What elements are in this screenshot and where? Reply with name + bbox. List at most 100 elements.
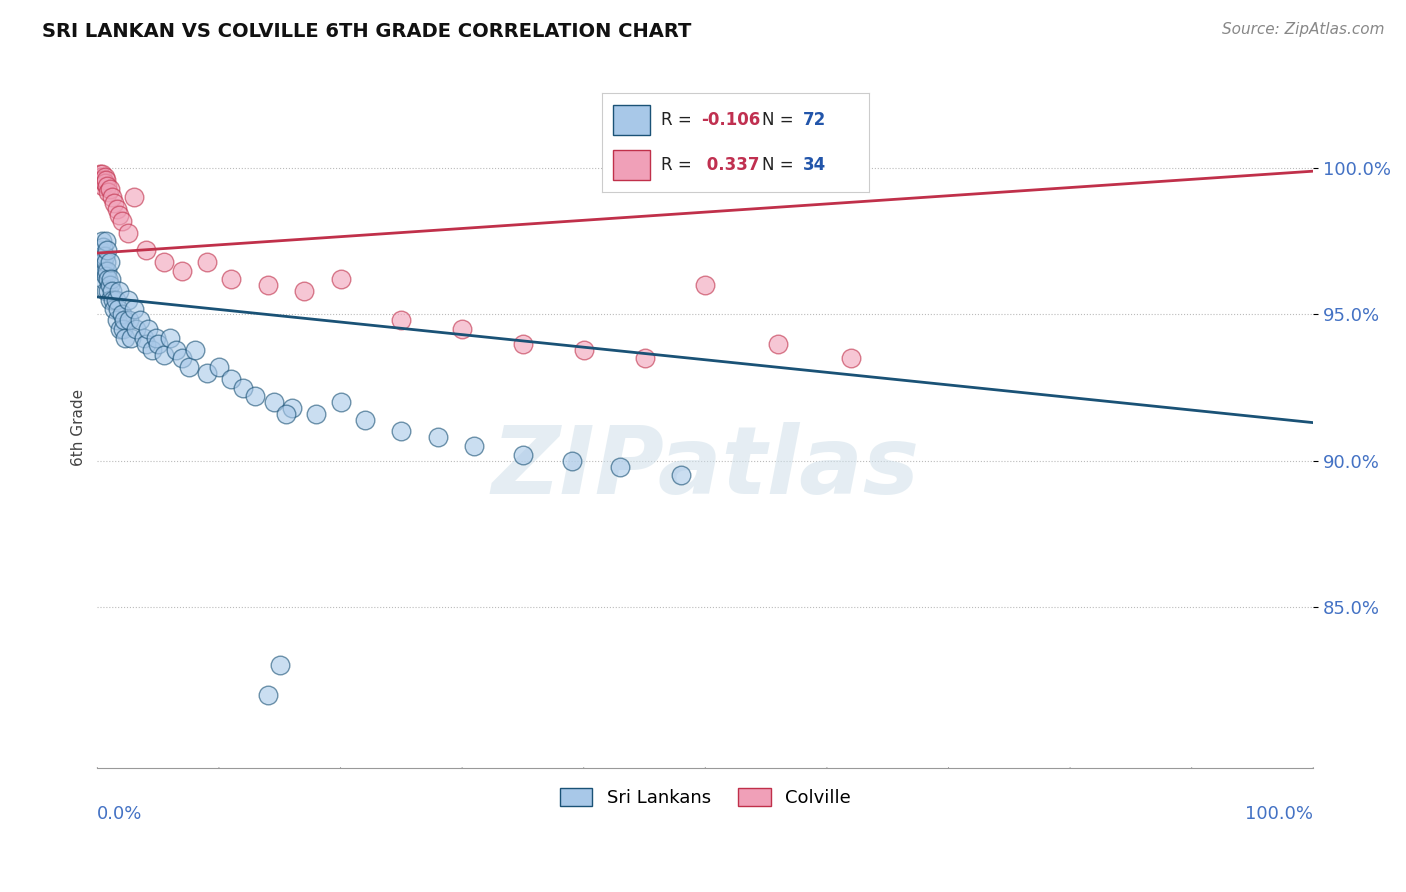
Point <box>135 336 157 351</box>
Point <box>111 322 134 336</box>
Point <box>172 351 194 366</box>
Legend: Sri Lankans, Colville: Sri Lankans, Colville <box>553 780 858 814</box>
Point <box>93 173 115 187</box>
Point <box>105 202 128 217</box>
Point <box>93 240 115 254</box>
Point <box>108 208 131 222</box>
Point <box>256 278 278 293</box>
Text: Source: ZipAtlas.com: Source: ZipAtlas.com <box>1222 22 1385 37</box>
Text: ZIPatlas: ZIPatlas <box>491 422 920 514</box>
Point <box>90 255 112 269</box>
Text: 100.0%: 100.0% <box>1246 805 1313 823</box>
Point <box>135 243 157 257</box>
Point <box>120 331 142 345</box>
Point <box>165 343 187 357</box>
Point <box>609 459 631 474</box>
Point <box>97 185 120 199</box>
Point <box>292 284 315 298</box>
Point <box>768 336 790 351</box>
Y-axis label: 6th Grade: 6th Grade <box>72 389 86 466</box>
Point <box>274 407 297 421</box>
Point <box>145 331 167 345</box>
Point <box>695 278 717 293</box>
Point <box>96 178 118 193</box>
Point <box>101 190 124 204</box>
Point <box>353 413 375 427</box>
Point <box>463 439 485 453</box>
Point <box>110 322 132 336</box>
Point <box>146 336 169 351</box>
Point <box>96 263 118 277</box>
Point <box>305 407 328 421</box>
Point <box>451 322 474 336</box>
Point <box>117 226 139 240</box>
Point <box>389 425 412 439</box>
Point <box>93 263 115 277</box>
Point <box>512 336 534 351</box>
Point <box>132 331 155 345</box>
Point <box>91 249 114 263</box>
Point <box>97 284 120 298</box>
Point <box>90 263 112 277</box>
Point <box>91 235 114 249</box>
Point <box>138 322 160 336</box>
Point <box>108 284 131 298</box>
Point <box>93 176 115 190</box>
Point <box>98 278 121 293</box>
Point <box>93 169 115 184</box>
Point <box>572 343 595 357</box>
Point <box>245 389 267 403</box>
Point <box>269 658 291 673</box>
Point <box>633 351 655 366</box>
Point <box>389 313 412 327</box>
Point <box>141 343 163 357</box>
Point <box>104 293 127 307</box>
Point <box>195 366 218 380</box>
Point <box>195 255 218 269</box>
Point <box>91 167 114 181</box>
Point <box>329 395 352 409</box>
Point <box>219 272 242 286</box>
Point <box>114 331 136 345</box>
Point <box>111 214 134 228</box>
Point <box>263 395 285 409</box>
Point <box>111 308 134 322</box>
Point <box>561 453 583 467</box>
Text: SRI LANKAN VS COLVILLE 6TH GRADE CORRELATION CHART: SRI LANKAN VS COLVILLE 6TH GRADE CORRELA… <box>42 22 692 41</box>
Text: 0.0%: 0.0% <box>97 805 143 823</box>
Point <box>93 272 115 286</box>
Point <box>172 263 194 277</box>
Point <box>93 255 115 269</box>
Point <box>153 255 176 269</box>
Point <box>232 380 254 394</box>
Point <box>89 167 111 181</box>
Point <box>94 255 117 269</box>
Point <box>100 272 122 286</box>
Point <box>93 249 115 263</box>
Point <box>219 372 242 386</box>
Point <box>512 448 534 462</box>
Point <box>94 173 117 187</box>
Point <box>90 169 112 184</box>
Point <box>97 272 120 286</box>
Point <box>177 360 200 375</box>
Point <box>117 293 139 307</box>
Point <box>89 243 111 257</box>
Point <box>94 235 117 249</box>
Point <box>98 255 121 269</box>
Point <box>107 301 129 316</box>
Point <box>669 468 692 483</box>
Point <box>159 331 181 345</box>
Point <box>96 243 118 257</box>
Point <box>125 322 148 336</box>
Point <box>93 178 115 193</box>
Point <box>839 351 862 366</box>
Point <box>94 269 117 284</box>
Point <box>101 293 124 307</box>
Point <box>281 401 304 415</box>
Point <box>426 430 449 444</box>
Point <box>183 343 205 357</box>
Point <box>122 301 145 316</box>
Point <box>112 313 135 327</box>
Point <box>103 301 125 316</box>
